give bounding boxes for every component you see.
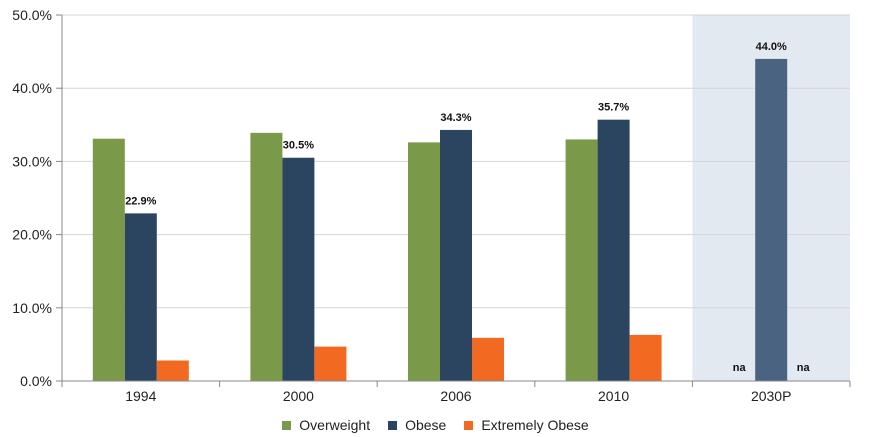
bar-obese-1994 — [124, 213, 157, 381]
x-tick-label-2030p: 2030P — [751, 388, 791, 404]
bar-obese-2006 — [440, 129, 472, 381]
bar-extremely-obese-1994 — [156, 360, 189, 381]
y-tick-label: 30.0% — [12, 153, 52, 169]
legend-label-overweight: Overweight — [299, 417, 371, 433]
x-tick-label-2000: 2000 — [283, 388, 314, 404]
legend-label-extremely-obese: Extremely Obese — [481, 417, 589, 433]
x-tick-label-1994: 1994 — [125, 388, 156, 404]
legend-label-obese: Obese — [405, 417, 447, 433]
data-label-obese-1994: 22.9% — [125, 195, 156, 207]
bar-overweight-1994 — [92, 138, 125, 381]
bar-extremely-obese-2000 — [314, 346, 347, 381]
bar-obese-2000 — [282, 157, 315, 381]
bar-extremely-obese-2010 — [629, 334, 662, 381]
na-label-extremely-obese-2030p: na — [797, 362, 811, 374]
data-label-obese-2006: 34.3% — [440, 112, 471, 124]
data-label-obese-2000: 30.5% — [283, 140, 314, 152]
y-tick-label: 10.0% — [12, 300, 52, 316]
legend-item-overweight: Overweight — [282, 417, 370, 433]
na-label-overweight-2030p: na — [733, 362, 747, 374]
y-tick-label: 20.0% — [12, 227, 52, 243]
legend-swatch-extremely-obese — [464, 420, 474, 430]
y-tick-label: 0.0% — [20, 373, 52, 389]
bar-overweight-2000 — [250, 132, 283, 381]
legend-swatch-obese — [388, 420, 398, 430]
legend-item-extremely-obese: Extremely Obese — [464, 417, 589, 433]
chart-legend: Overweight Obese Extremely Obese — [0, 417, 871, 433]
bar-overweight-2006 — [408, 142, 440, 381]
y-tick-label: 40.0% — [12, 80, 52, 96]
legend-swatch-overweight — [282, 420, 292, 430]
bar-extremely-obese-2006 — [472, 337, 504, 381]
data-label-obese-2030p: 44.0% — [756, 41, 787, 53]
x-tick-label-2010: 2010 — [598, 388, 629, 404]
bar-obese-2010 — [597, 119, 630, 382]
bar-overweight-2010 — [565, 139, 598, 381]
data-label-obese-2010: 35.7% — [598, 102, 629, 114]
y-tick-label: 50.0% — [12, 7, 52, 23]
x-tick-label-2006: 2006 — [440, 388, 471, 404]
legend-item-obese: Obese — [388, 417, 446, 433]
bar-obese-2030p — [755, 58, 788, 382]
